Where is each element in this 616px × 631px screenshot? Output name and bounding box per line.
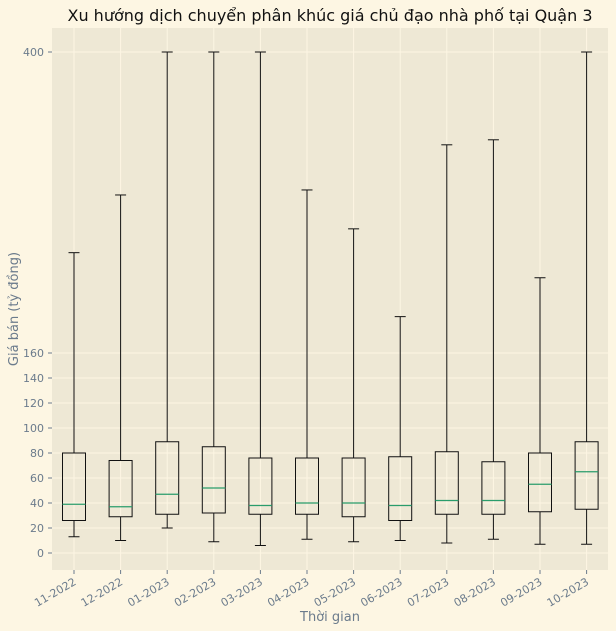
box-iqr bbox=[388, 456, 413, 521]
x-tick-label: 11-2022 bbox=[32, 575, 78, 609]
box-iqr bbox=[62, 452, 86, 521]
boxes bbox=[62, 51, 599, 546]
chart-title: Xu hướng dịch chuyển phân khúc giá chủ đ… bbox=[67, 6, 592, 25]
box-03-2023 bbox=[248, 51, 273, 546]
box-iqr bbox=[155, 441, 180, 515]
y-ticks: 0 20 40 60 80 100 120 140 160 400 bbox=[23, 46, 52, 560]
box-04-2023 bbox=[295, 189, 319, 540]
y-tick-label: 80 bbox=[30, 447, 44, 460]
box-07-2023 bbox=[434, 144, 459, 544]
y-tick-label: 20 bbox=[30, 522, 44, 535]
box-iqr bbox=[341, 457, 366, 518]
y-tick-label: 160 bbox=[23, 347, 44, 360]
box-10-2023 bbox=[574, 51, 599, 545]
x-tick-label: 09-2023 bbox=[498, 575, 544, 609]
box-iqr bbox=[201, 446, 226, 514]
x-axis-label: Thời gian bbox=[299, 610, 360, 625]
box-iqr bbox=[528, 452, 552, 513]
x-tick-label: 10-2023 bbox=[545, 575, 591, 609]
x-tick-label: 03-2023 bbox=[219, 575, 265, 609]
box-iqr bbox=[574, 441, 599, 510]
box-iqr bbox=[434, 451, 459, 515]
y-tick-label: 400 bbox=[23, 46, 44, 59]
box-06-2023 bbox=[388, 316, 413, 541]
box-iqr bbox=[295, 457, 319, 515]
box-12-2022 bbox=[108, 194, 133, 541]
y-tick-label: 40 bbox=[30, 497, 44, 510]
box-09-2023 bbox=[528, 277, 552, 545]
box-11-2022 bbox=[62, 252, 86, 538]
y-tick-label: 60 bbox=[30, 472, 44, 485]
x-tick-label: 12-2022 bbox=[79, 575, 125, 609]
y-tick-label: 0 bbox=[37, 547, 44, 560]
x-ticks: 11-2022 12-2022 01-2023 02-2023 03-2023 04-20… bbox=[32, 570, 591, 610]
box-iqr bbox=[481, 461, 506, 515]
box-05-2023 bbox=[341, 228, 366, 543]
y-tick-label: 140 bbox=[23, 372, 44, 385]
x-tick-label: 07-2023 bbox=[405, 575, 451, 609]
box-01-2023 bbox=[155, 51, 180, 529]
plot-area bbox=[52, 28, 608, 570]
box-08-2023 bbox=[481, 139, 506, 540]
box-iqr bbox=[108, 460, 133, 518]
y-tick-label: 120 bbox=[23, 397, 44, 410]
x-tick-label: 01-2023 bbox=[125, 575, 171, 609]
x-tick-label: 04-2023 bbox=[265, 575, 311, 609]
x-tick-label: 06-2023 bbox=[358, 575, 404, 609]
y-tick-label: 100 bbox=[23, 422, 44, 435]
box-iqr bbox=[248, 457, 273, 515]
y-axis-label: Giá bán (tỷ đồng) bbox=[7, 252, 22, 366]
x-tick-label: 05-2023 bbox=[312, 575, 358, 609]
x-tick-label: 08-2023 bbox=[452, 575, 498, 609]
x-tick-label: 02-2023 bbox=[172, 575, 218, 609]
box-02-2023 bbox=[201, 51, 226, 543]
